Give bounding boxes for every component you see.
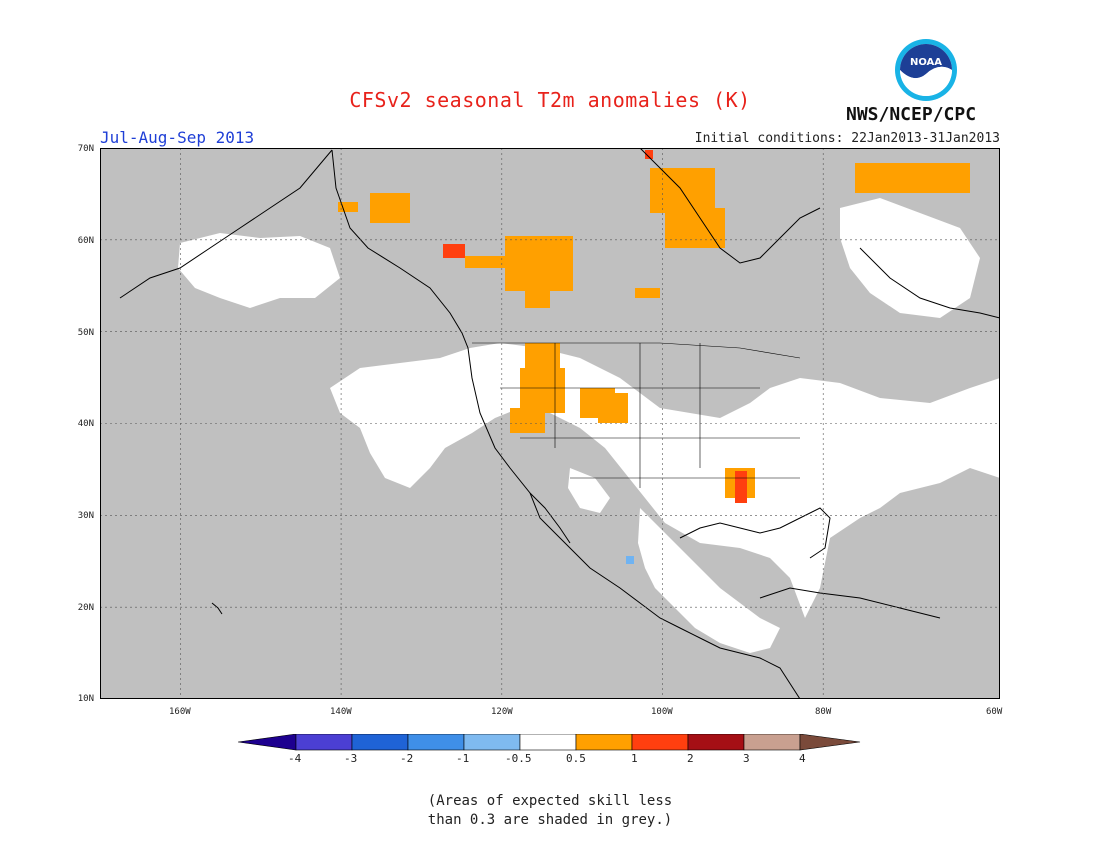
colorbar-swatch-minus1 <box>463 734 521 751</box>
lat-label-30n: 30N <box>77 511 94 521</box>
colorbar-swatch-0-5 <box>575 734 633 751</box>
lon-label-80w: 80W <box>815 707 832 717</box>
lat-label-70n: 70N <box>77 144 94 154</box>
state-borders <box>472 342 801 488</box>
lat-label-10n: 10N <box>77 694 94 704</box>
noaa-logo: NOAA <box>895 39 957 101</box>
anomaly-blue-patch <box>626 556 634 564</box>
lat-label-50n: 50N <box>77 328 94 338</box>
lat-label-40n: 40N <box>77 419 94 429</box>
initial-conditions-label: Initial conditions: 22Jan2013-31Jan2013 <box>694 131 1000 146</box>
colorbar-swatch-1 <box>631 734 689 751</box>
skill-note-line-2: than 0.3 are shaded in grey.) <box>427 812 673 828</box>
lon-label-120w: 120W <box>491 707 513 717</box>
colorbar-swatch-below-minus4 <box>238 734 297 751</box>
colorbar-label-minus1: -1 <box>456 752 470 765</box>
map-title: CFSv2 seasonal T2m anomalies (K) <box>349 88 751 112</box>
lat-label-60n: 60N <box>77 236 94 246</box>
colorbar-swatch-2 <box>687 734 745 751</box>
colorbar-swatch-minus2 <box>407 734 465 751</box>
colorbar-swatch-minus3 <box>351 734 409 751</box>
colorbar-label-2: 2 <box>687 752 694 765</box>
colorbar-label-minus2: -2 <box>400 752 414 765</box>
map-frame <box>100 148 1000 699</box>
colorbar-swatch-3 <box>743 734 801 751</box>
lon-label-100w: 100W <box>651 707 673 717</box>
agency-label: NWS/NCEP/CPC <box>846 104 977 125</box>
colorbar-swatch-above-4 <box>799 734 861 751</box>
anomaly-map <box>100 148 1000 699</box>
season-label: Jul-Aug-Sep 2013 <box>100 128 255 147</box>
colorbar-label-1: 1 <box>631 752 638 765</box>
colorbar-swatch-minus4 <box>295 734 353 751</box>
anomaly-orange-patches <box>338 163 970 498</box>
colorbar-label-4: 4 <box>799 752 806 765</box>
colorbar-label-minus0-5: -0.5 <box>505 752 532 765</box>
colorbar-swatch-neutral <box>519 734 577 751</box>
anomaly-red-patches <box>443 150 747 503</box>
lon-label-140w: 140W <box>330 707 352 717</box>
lat-label-20n: 20N <box>77 603 94 613</box>
colorbar-label-3: 3 <box>743 752 750 765</box>
colorbar-label-minus3: -3 <box>344 752 358 765</box>
colorbar-label-0-5: 0.5 <box>566 752 586 765</box>
skill-note: (Areas of expected skill less than 0.3 a… <box>0 792 1100 830</box>
lon-label-60w: 60W <box>986 707 1003 717</box>
logo-text: NOAA <box>910 57 942 68</box>
skill-note-line-1: (Areas of expected skill less <box>427 793 673 809</box>
color-legend-bar <box>238 734 861 751</box>
gridlines <box>100 148 1000 699</box>
land-white-areas <box>178 198 1000 653</box>
coastlines <box>119 148 1000 699</box>
lon-label-160w: 160W <box>169 707 191 717</box>
colorbar-label-minus4: -4 <box>288 752 302 765</box>
